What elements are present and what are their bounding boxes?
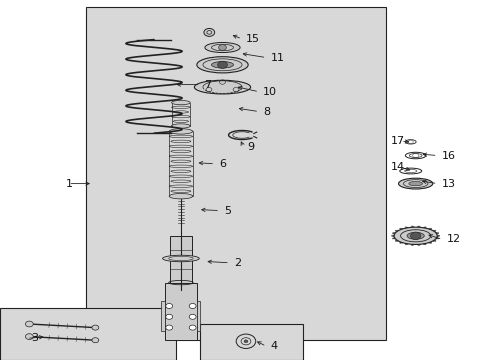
Polygon shape (427, 229, 430, 230)
Bar (170, 236, 191, 283)
Polygon shape (410, 226, 413, 228)
Polygon shape (395, 230, 398, 231)
Text: 15: 15 (245, 34, 260, 44)
Circle shape (25, 321, 33, 327)
Circle shape (217, 61, 227, 68)
Ellipse shape (171, 100, 190, 105)
Circle shape (203, 28, 214, 36)
Polygon shape (416, 226, 419, 228)
Polygon shape (416, 244, 419, 246)
Polygon shape (422, 227, 425, 228)
Text: 1: 1 (65, 179, 72, 189)
Ellipse shape (393, 227, 436, 244)
Circle shape (244, 340, 247, 343)
Circle shape (165, 314, 172, 319)
Circle shape (409, 232, 420, 240)
Polygon shape (405, 227, 407, 228)
Ellipse shape (211, 62, 233, 68)
Text: 11: 11 (270, 53, 284, 63)
Polygon shape (435, 233, 438, 234)
Text: 10: 10 (263, 87, 277, 97)
Circle shape (218, 45, 226, 50)
Ellipse shape (398, 178, 432, 189)
Text: 13: 13 (441, 179, 455, 189)
Polygon shape (405, 243, 407, 244)
Text: 8: 8 (263, 107, 270, 117)
Bar (200, 324, 303, 360)
Bar (161, 301, 165, 331)
Ellipse shape (169, 194, 192, 199)
Text: 7: 7 (204, 80, 211, 90)
Polygon shape (432, 230, 435, 231)
Text: 17: 17 (390, 136, 404, 146)
Ellipse shape (194, 80, 250, 94)
Text: 5: 5 (224, 206, 230, 216)
Text: 16: 16 (441, 150, 455, 161)
Bar (196, 301, 200, 331)
Polygon shape (399, 242, 402, 243)
Polygon shape (422, 243, 425, 244)
Text: 2: 2 (233, 258, 241, 268)
Polygon shape (432, 240, 435, 241)
Polygon shape (436, 235, 439, 237)
Polygon shape (395, 240, 398, 241)
Circle shape (165, 325, 172, 330)
Ellipse shape (169, 129, 192, 134)
Text: 6: 6 (219, 159, 225, 169)
Ellipse shape (406, 232, 424, 239)
Bar (165, 283, 196, 340)
Polygon shape (391, 235, 393, 237)
Circle shape (189, 325, 196, 330)
Polygon shape (435, 238, 438, 239)
Ellipse shape (408, 181, 422, 186)
Polygon shape (392, 233, 395, 234)
Circle shape (25, 334, 33, 339)
Polygon shape (427, 242, 430, 243)
Polygon shape (410, 244, 413, 246)
Text: 14: 14 (390, 162, 404, 172)
Ellipse shape (204, 42, 240, 53)
Text: 3: 3 (31, 333, 38, 343)
Circle shape (165, 303, 172, 309)
Circle shape (189, 303, 196, 309)
Polygon shape (399, 229, 402, 230)
Circle shape (92, 325, 99, 330)
Circle shape (189, 314, 196, 319)
Text: 12: 12 (446, 234, 460, 244)
Polygon shape (392, 238, 395, 239)
Bar (85, 7, 386, 340)
Text: 9: 9 (247, 142, 254, 152)
Circle shape (92, 338, 99, 343)
Ellipse shape (196, 57, 247, 73)
Bar (0, 308, 176, 360)
Ellipse shape (171, 124, 190, 128)
Ellipse shape (400, 230, 430, 242)
Ellipse shape (162, 255, 199, 262)
Text: 4: 4 (270, 341, 277, 351)
